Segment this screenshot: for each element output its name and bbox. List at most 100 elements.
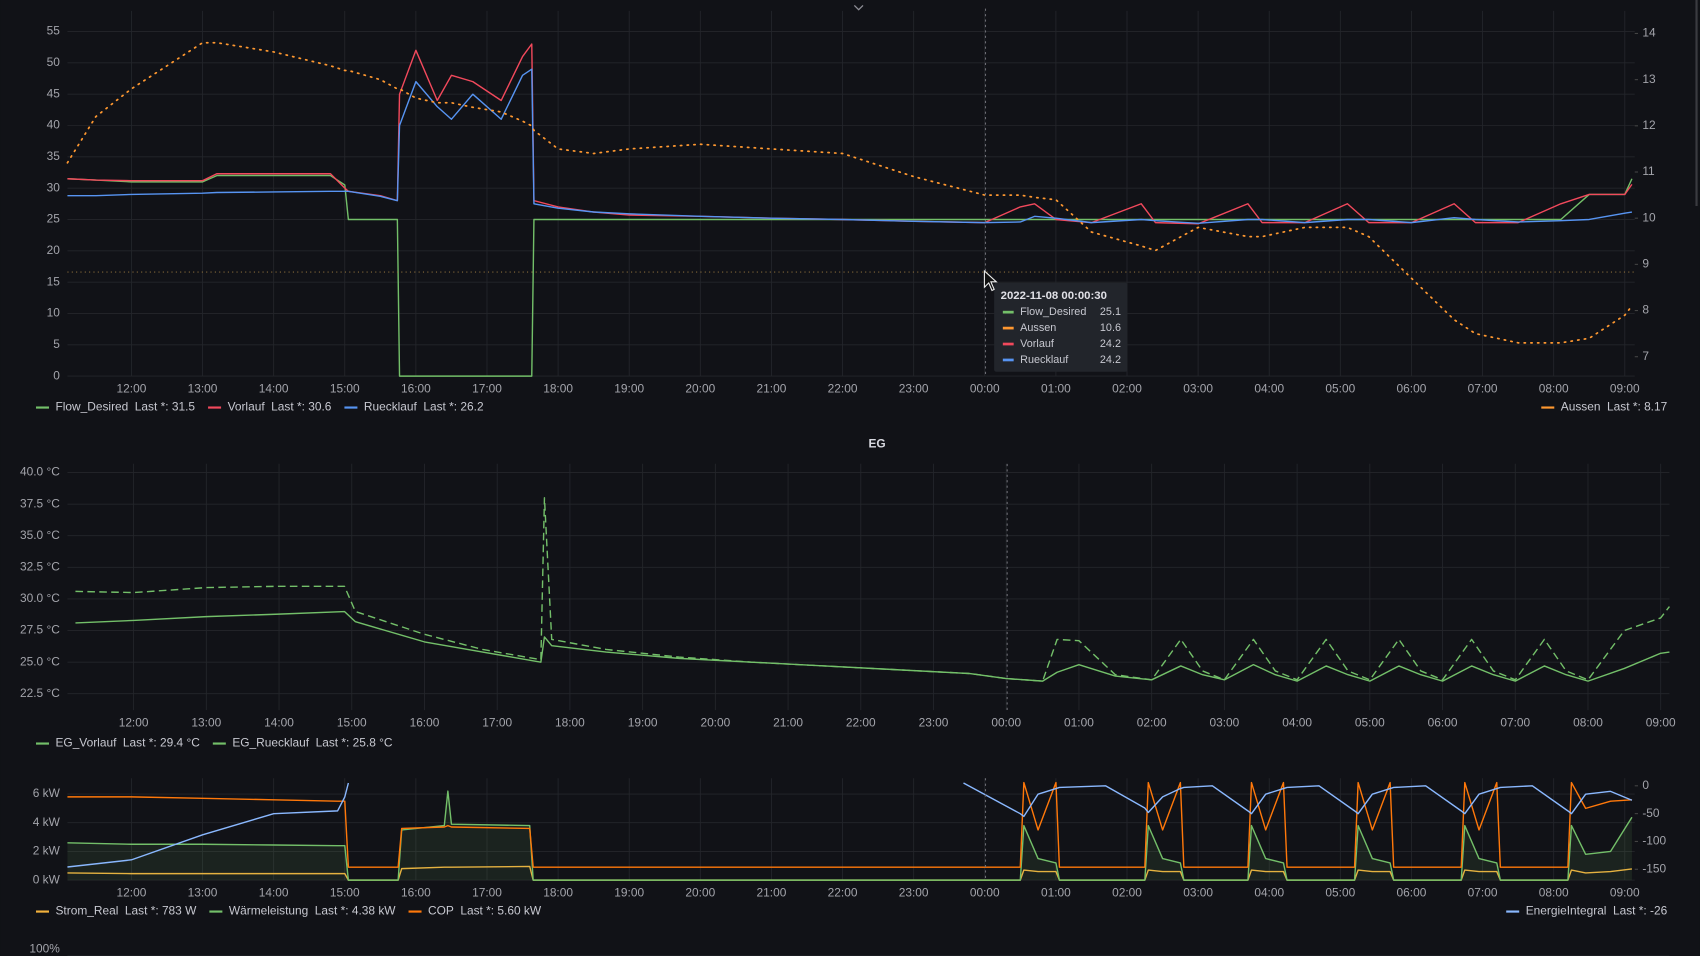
tooltip-name: Ruecklauf [1020,354,1069,366]
series-line [67,782,350,868]
x-tick-label: 02:00 [1112,381,1142,395]
x-tick-label: 23:00 [919,715,949,729]
legend-name: Flow_Desired [56,400,129,414]
x-tick-label: 14:00 [264,715,294,729]
x-tick-label: 02:00 [1112,885,1142,899]
tooltip-box [994,282,1128,372]
y-tick-label: 10 [47,306,61,320]
x-tick-label: 03:00 [1183,381,1213,395]
x-tick-label: 07:00 [1468,381,1498,395]
legend-value: Last *: 8.17 [1607,400,1668,414]
y-tick-label: 25 [47,212,61,226]
legend-name: EG_Ruecklauf [232,736,309,750]
x-tick-label: 23:00 [899,885,929,899]
x-tick-label: 12:00 [119,715,149,729]
y-tick-label: 6 kW [33,786,61,800]
x-tick-label: 16:00 [410,715,440,729]
legend-value: Last *: 783 W [125,904,197,918]
y-tick-label: 30 [47,180,61,194]
x-tick-label: 22:00 [828,381,858,395]
legend-value: Last *: 31.5 [135,400,196,414]
y-tick-label: 4 kW [33,815,61,829]
legend-value: Last *: 29.4 °C [123,736,200,750]
y-tick-label: 35.0 °C [20,528,60,542]
x-tick-label: 07:00 [1468,885,1498,899]
x-tick-label: 01:00 [1041,381,1071,395]
legend-value: Last *: 25.8 °C [316,736,393,750]
x-tick-label: 05:00 [1355,715,1385,729]
x-tick-label: 15:00 [337,715,367,729]
legend-name: Strom_Real [56,904,119,918]
y-tick-label: 30.0 °C [20,591,60,605]
tooltip-name: Vorlauf [1020,338,1055,350]
y2-tick-label: 10 [1642,210,1656,224]
x-tick-label: 08:00 [1539,381,1569,395]
x-tick-label: 17:00 [472,885,502,899]
x-tick-label: 17:00 [482,715,512,729]
x-tick-label: 14:00 [259,381,289,395]
y-tick-label: 40.0 °C [20,465,60,479]
y-tick-label: 20 [47,243,61,257]
x-tick-label: 04:00 [1282,715,1312,729]
x-tick-label: 05:00 [1325,885,1355,899]
y-tick-label: 37.5 °C [20,496,60,510]
legend-name: Wärmeleistung [229,904,308,918]
y-tick-label: 15 [47,274,61,288]
x-tick-label: 07:00 [1500,715,1530,729]
y-tick-label: 27.5 °C [20,623,60,637]
x-tick-label: 13:00 [191,715,221,729]
x-tick-label: 13:00 [188,381,218,395]
tooltip-name: Flow_Desired [1020,306,1086,318]
x-tick-label: 18:00 [543,381,573,395]
x-tick-label: 20:00 [685,885,715,899]
series-line [963,782,1633,818]
legend-name: Aussen [1561,400,1601,414]
series-line [67,68,1633,224]
x-tick-label: 19:00 [614,381,644,395]
x-tick-label: 21:00 [773,715,803,729]
y-tick-label: 35 [47,149,61,163]
x-tick-label: 21:00 [757,885,787,899]
x-tick-label: 09:00 [1610,381,1640,395]
x-tick-label: 06:00 [1397,885,1427,899]
x-tick-label: 16:00 [401,381,431,395]
collapse-chevron[interactable] [853,4,864,11]
y-tick-label: 55 [47,24,61,38]
legend-value: Last *: 30.6 [271,400,332,414]
series-line [66,41,1633,344]
y-tick-label: 25.0 °C [20,654,60,668]
y2-tick-label: -100 [1642,834,1666,848]
series-line [67,781,1632,868]
y-tick-label: 45 [47,86,61,100]
tooltip-value: 24.2 [1100,338,1121,350]
x-tick-label: 16:00 [401,885,431,899]
x-tick-label: 18:00 [543,885,573,899]
x-tick-label: 22:00 [828,885,858,899]
y2-tick-label: 12 [1642,118,1656,132]
x-tick-label: 19:00 [628,715,658,729]
x-tick-label: 01:00 [1041,885,1071,899]
mouse-pointer [983,269,998,292]
series-area [67,791,1632,881]
x-tick-label: 12:00 [117,885,147,899]
y2-tick-label: 0 [1642,778,1649,792]
y-tick-label: 0 kW [33,872,61,886]
x-tick-label: 19:00 [614,885,644,899]
x-tick-label: 05:00 [1325,381,1355,395]
tooltip-value: 25.1 [1100,306,1121,318]
tooltip-value: 10.6 [1100,322,1121,334]
y2-tick-label: 8 [1642,303,1649,317]
y2-tick-label: 13 [1642,72,1656,86]
y-tick-label: 40 [47,118,61,132]
x-tick-label: 09:00 [1646,715,1676,729]
legend-value: Last *: 5.60 kW [460,904,541,918]
x-tick-label: 15:00 [330,885,360,899]
x-tick-label: 23:00 [899,381,929,395]
y2-tick-label: 14 [1642,26,1656,40]
x-tick-label: 13:00 [188,885,218,899]
x-tick-label: 18:00 [555,715,585,729]
panel-title: EG [868,436,885,450]
